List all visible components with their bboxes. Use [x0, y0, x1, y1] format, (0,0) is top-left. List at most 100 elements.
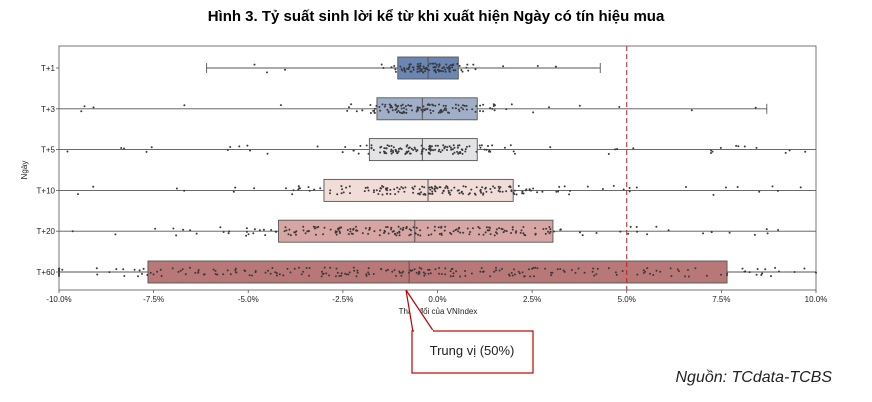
strip-point-tplus3 — [754, 106, 757, 109]
strip-point-tplus60 — [591, 270, 594, 273]
strip-point-tplus20 — [387, 232, 390, 235]
strip-point-tplus60 — [770, 275, 772, 278]
strip-point-tplus3 — [420, 108, 423, 111]
strip-point-tplus5 — [120, 147, 123, 149]
strip-point-tplus5 — [422, 147, 425, 150]
strip-point-tplus20 — [438, 233, 441, 235]
strip-point-tplus60 — [677, 270, 680, 273]
strip-point-tplus60 — [523, 275, 526, 278]
strip-point-tplus5 — [450, 148, 453, 151]
strip-point-tplus60 — [251, 274, 253, 277]
strip-point-tplus20 — [549, 228, 552, 231]
strip-point-tplus1 — [554, 65, 557, 68]
strip-point-tplus20 — [245, 234, 248, 237]
strip-point-tplus20 — [245, 227, 248, 230]
strip-point-tplus5 — [413, 146, 416, 149]
strip-point-tplus20 — [440, 226, 443, 229]
strip-point-tplus10 — [445, 185, 448, 188]
strip-point-tplus60 — [179, 269, 182, 272]
strip-point-tplus10 — [403, 190, 406, 193]
strip-point-tplus10 — [521, 190, 524, 193]
strip-point-tplus10 — [501, 190, 504, 193]
strip-point-tplus3 — [505, 108, 508, 111]
strip-point-tplus5 — [465, 145, 468, 148]
strip-point-tplus20 — [457, 230, 460, 233]
strip-point-tplus10 — [555, 190, 558, 193]
strip-point-tplus3 — [437, 111, 440, 114]
strip-point-tplus3 — [462, 104, 464, 107]
box-tplus5 — [368, 138, 478, 162]
strip-point-tplus5 — [710, 149, 712, 152]
strip-point-tplus20 — [219, 226, 222, 229]
strip-point-tplus5 — [549, 146, 552, 149]
strip-point-tplus60 — [642, 272, 645, 274]
strip-point-tplus10 — [468, 192, 471, 195]
strip-point-tplus5 — [719, 146, 722, 149]
strip-point-tplus20 — [347, 233, 350, 236]
strip-point-tplus10 — [349, 192, 351, 195]
strip-point-tplus60 — [444, 273, 447, 276]
strip-point-tplus20 — [245, 230, 248, 233]
strip-point-tplus60 — [694, 267, 697, 270]
strip-point-tplus3 — [386, 108, 389, 111]
strip-point-tplus20 — [258, 229, 261, 232]
strip-point-tplus10 — [473, 192, 476, 195]
strip-point-tplus60 — [418, 266, 421, 269]
strip-point-tplus5 — [711, 150, 714, 153]
strip-point-tplus10 — [319, 187, 322, 190]
strip-point-tplus20 — [295, 233, 297, 236]
strip-point-tplus20 — [627, 232, 630, 235]
strip-point-tplus60 — [527, 268, 530, 271]
strip-point-tplus5 — [420, 152, 423, 155]
strip-point-tplus60 — [305, 267, 308, 269]
strip-point-tplus20 — [412, 226, 415, 229]
strip-point-tplus60 — [687, 269, 689, 271]
strip-point-tplus60 — [761, 272, 764, 275]
strip-point-tplus10 — [524, 189, 527, 192]
strip-point-tplus60 — [58, 272, 60, 275]
strip-point-tplus60 — [329, 266, 332, 269]
box-tplus20 — [278, 219, 554, 243]
strip-point-tplus10 — [372, 191, 375, 194]
strip-point-tplus20 — [408, 234, 411, 237]
strip-point-tplus5 — [456, 150, 459, 153]
x-tick-label-6: 5.0% — [618, 295, 636, 304]
strip-point-tplus60 — [452, 272, 455, 275]
strip-point-tplus20 — [154, 227, 157, 230]
strip-point-tplus60 — [550, 271, 552, 274]
strip-point-tplus60 — [334, 275, 337, 278]
strip-point-tplus20 — [728, 231, 731, 234]
strip-point-tplus20 — [270, 229, 273, 231]
strip-point-tplus1 — [456, 62, 459, 65]
strip-point-tplus5 — [399, 147, 402, 150]
strip-point-tplus1 — [399, 65, 402, 68]
strip-point-tplus60 — [669, 267, 672, 270]
strip-point-tplus5 — [357, 152, 360, 155]
strip-point-tplus3 — [379, 109, 382, 112]
strip-point-tplus10 — [758, 190, 761, 193]
strip-point-tplus60 — [451, 267, 454, 270]
strip-point-tplus5 — [370, 144, 373, 147]
strip-point-tplus3 — [460, 106, 463, 109]
x-tick-label-4: 0.0% — [428, 295, 446, 304]
strip-point-tplus60 — [544, 267, 547, 270]
strip-point-tplus60 — [514, 273, 516, 276]
y-axis-label: Ngày — [20, 161, 29, 180]
strip-point-tplus60 — [298, 266, 300, 269]
strip-point-tplus20 — [195, 232, 198, 235]
strip-point-tplus20 — [402, 226, 405, 229]
strip-point-tplus5 — [429, 146, 432, 149]
strip-point-tplus60 — [559, 268, 562, 270]
y-tick-label-tplus5: T+5 — [41, 146, 56, 155]
strip-point-tplus10 — [397, 190, 400, 193]
strip-point-tplus20 — [466, 227, 469, 230]
strip-point-tplus5 — [710, 152, 712, 154]
strip-point-tplus60 — [420, 267, 423, 270]
strip-point-tplus60 — [803, 267, 806, 270]
strip-point-tplus10 — [441, 192, 444, 195]
strip-point-tplus60 — [197, 271, 200, 273]
strip-point-tplus60 — [275, 272, 278, 275]
strip-point-tplus10 — [635, 186, 638, 189]
strip-point-tplus20 — [489, 233, 492, 236]
strip-point-tplus3 — [416, 108, 419, 111]
